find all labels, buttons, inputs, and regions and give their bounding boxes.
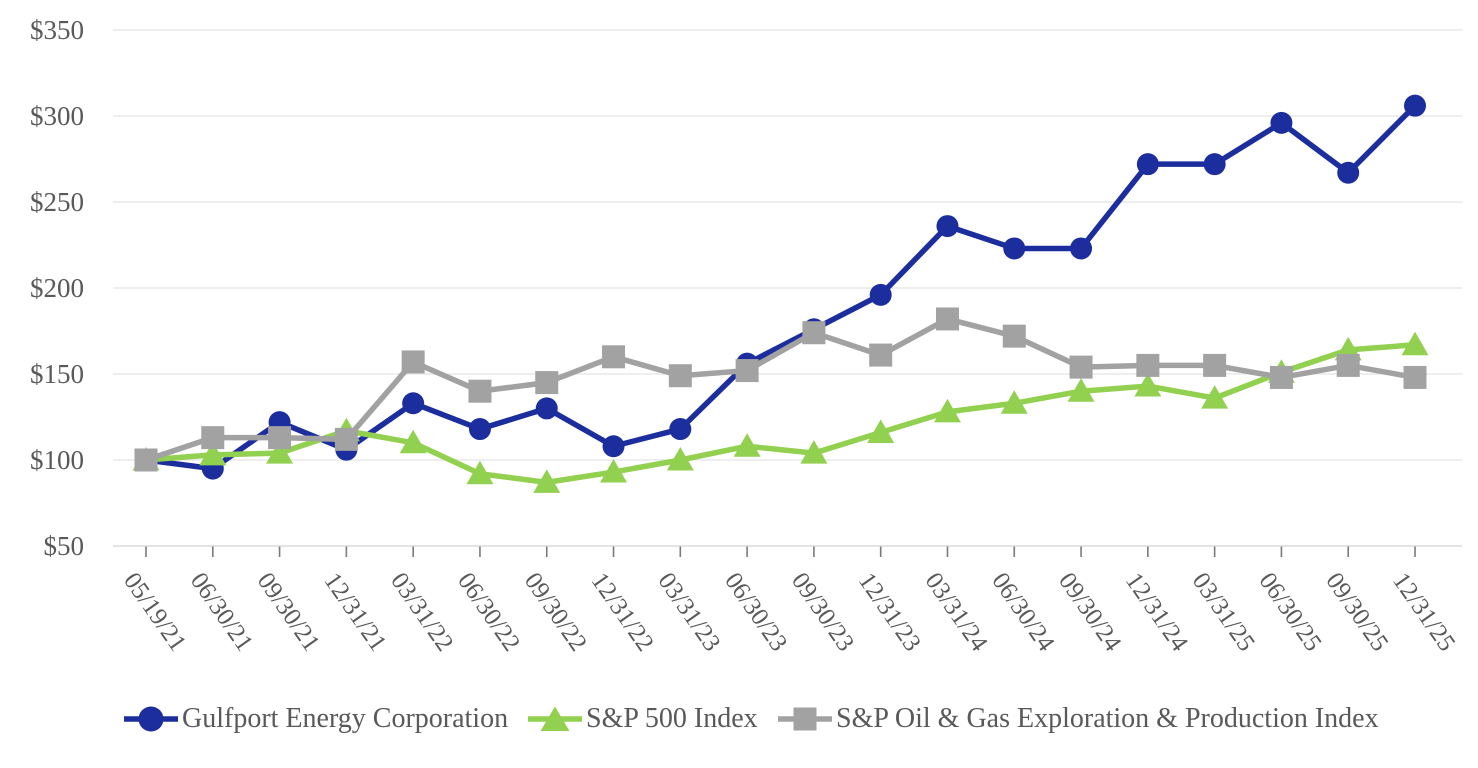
chart-plot-area: $350$300$250$200$150$100$5005/19/2106/30…: [30, 15, 1462, 657]
x-axis-label: 12/31/24: [1120, 568, 1193, 657]
x-axis-label: 09/30/24: [1053, 568, 1126, 657]
gridlines: [113, 29, 1462, 547]
x-axis-label: 03/31/24: [920, 568, 993, 657]
series-triangle: [132, 331, 1429, 493]
x-axis-label: 03/31/23: [652, 568, 725, 656]
y-axis-label: $200: [30, 273, 84, 303]
x-axis-label: 12/31/25: [1387, 568, 1460, 656]
line-circle-marker-icon: [124, 706, 178, 732]
x-axis-label: 06/30/24: [986, 568, 1059, 657]
legend-item-sp-oil-gas: S&P Oil & Gas Exploration & Production I…: [778, 702, 1379, 736]
legend-item-gulfport: Gulfport Energy Corporation: [124, 702, 508, 736]
x-axis-label: 12/31/22: [586, 568, 659, 656]
x-axis-label: 09/30/22: [519, 568, 592, 656]
line-triangle-marker-icon: [528, 706, 582, 731]
y-axis-labels: $350 $300 $250 $200 $150 $100 $50: [30, 15, 84, 561]
x-axis-label: 06/30/25: [1254, 568, 1327, 656]
x-axis-label: 03/31/22: [385, 568, 458, 656]
x-axis-label: 12/31/21: [318, 568, 391, 656]
x-axis-label: 06/30/23: [719, 568, 792, 656]
x-axis-label: 06/30/22: [452, 568, 525, 656]
y-axis-label: $350: [30, 15, 84, 45]
chart-legend: Gulfport Energy Corporation S&P 500 Inde…: [0, 702, 1478, 746]
x-axis-label: 09/30/25: [1320, 568, 1393, 656]
y-axis-label: $100: [30, 445, 84, 475]
x-axis-label: 09/30/21: [252, 568, 325, 656]
x-axis-label: 06/30/21: [185, 568, 258, 656]
series-square: [134, 307, 1427, 472]
y-axis-label: $250: [30, 187, 84, 217]
legend-label-sp-oil-gas: S&P Oil & Gas Exploration & Production I…: [836, 703, 1379, 734]
legend-label-gulfport: Gulfport Energy Corporation: [182, 703, 509, 734]
x-axis-label: 09/30/23: [786, 568, 859, 656]
x-axis-label: 12/31/23: [853, 568, 926, 656]
x-axis-label: 05/19/21: [118, 568, 191, 656]
line-square-marker-icon: [778, 707, 832, 731]
x-axis-label: 03/31/25: [1187, 568, 1260, 656]
legend-label-sp500: S&P 500 Index: [586, 703, 758, 734]
x-axis-labels: 05/19/2106/30/2109/30/2112/31/2103/31/22…: [118, 568, 1460, 657]
legend-item-sp500: S&P 500 Index: [528, 702, 758, 736]
x-axis-ticks: [145, 546, 1416, 557]
y-axis-label: $50: [44, 531, 85, 561]
series-circle: [135, 94, 1427, 480]
y-axis-label: $150: [30, 359, 84, 389]
y-axis-label: $300: [30, 101, 84, 131]
